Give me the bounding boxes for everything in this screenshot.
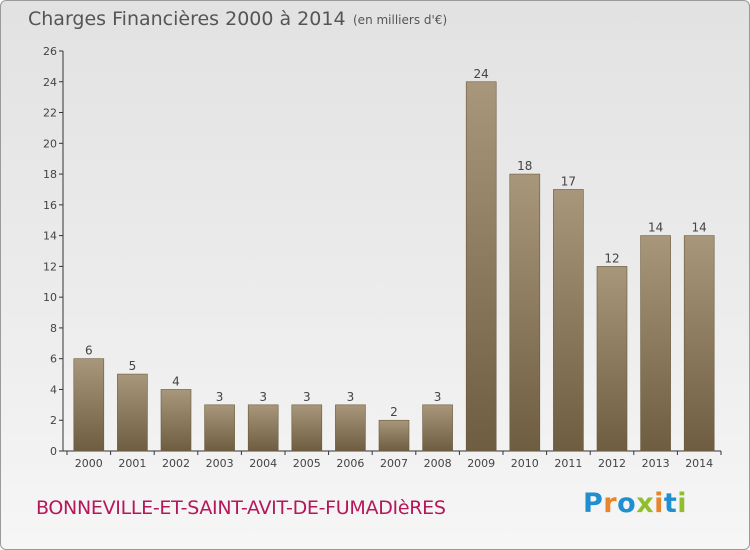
bar-2003 — [204, 404, 235, 452]
bar-value-label: 24 — [474, 67, 489, 81]
y-tick-label: 16 — [43, 199, 57, 212]
bar-value-label: 3 — [216, 390, 224, 404]
y-tick-label: 22 — [43, 107, 57, 120]
bar-2001 — [117, 373, 148, 452]
x-tick-label: 2013 — [642, 457, 670, 470]
bar-2005 — [291, 404, 323, 452]
bar-2014 — [683, 235, 715, 452]
bar-value-label: 3 — [347, 390, 355, 404]
x-tick-label: 2002 — [162, 457, 190, 470]
y-tick-label: 10 — [43, 291, 57, 304]
x-tick-label: 2000 — [75, 457, 103, 470]
bar-2009 — [465, 81, 497, 452]
bar-value-label: 12 — [604, 251, 619, 265]
y-tick-label: 8 — [50, 322, 57, 335]
bar-2010 — [509, 173, 541, 452]
x-tick-label: 2011 — [554, 457, 582, 470]
bar-2012 — [596, 266, 628, 452]
y-tick-label: 4 — [50, 383, 57, 396]
y-tick-label: 6 — [50, 353, 57, 366]
bar-value-label: 14 — [692, 221, 707, 235]
x-tick-label: 2005 — [293, 457, 321, 470]
x-tick-label: 2012 — [598, 457, 626, 470]
bar-value-label: 4 — [172, 374, 180, 388]
bar-value-label: 3 — [259, 390, 267, 404]
y-tick-label: 24 — [43, 76, 57, 89]
logo-letter: i — [677, 488, 688, 519]
bar-value-label: 6 — [85, 344, 93, 358]
bar-value-label: 18 — [517, 159, 532, 173]
x-tick-label: 2007 — [380, 457, 408, 470]
chart-bars — [73, 81, 715, 452]
x-tick-label: 2003 — [206, 457, 234, 470]
y-tick-label: 18 — [43, 168, 57, 181]
bar-value-label: 3 — [303, 390, 311, 404]
logo-letter: t — [663, 488, 678, 519]
bar-2006 — [335, 404, 366, 452]
y-tick-label: 26 — [43, 45, 57, 58]
x-tick-label: 2009 — [467, 457, 495, 470]
bar-2002 — [160, 389, 192, 452]
x-tick-label: 2004 — [249, 457, 277, 470]
bar-2011 — [553, 189, 584, 452]
x-tick-label: 2014 — [685, 457, 713, 470]
y-tick-label: 2 — [50, 414, 57, 427]
chart-data-labels: 6 5 4 3 3 3 3 2 3 24 18 17 12 14 14 — [85, 67, 707, 419]
chart-subtitle: (en milliers d'€) — [353, 13, 448, 27]
logo-letter: x — [636, 488, 655, 519]
logo-letter: P — [583, 488, 604, 519]
bar-value-label: 14 — [648, 221, 663, 235]
bar-2008 — [422, 404, 453, 452]
logo-letter: o — [617, 488, 637, 519]
y-tick-label: 0 — [50, 445, 57, 458]
y-tick-label: 12 — [43, 260, 57, 273]
logo-letter: r — [603, 488, 618, 519]
bar-value-label: 3 — [434, 390, 442, 404]
commune-name: BONNEVILLE-ET-SAINT-AVIT-DE-FUMADIèRES — [36, 497, 446, 519]
bar-value-label: 17 — [561, 174, 576, 188]
x-tick-label: 2010 — [511, 457, 539, 470]
bar-2000 — [73, 358, 105, 452]
y-tick-label: 14 — [43, 230, 57, 243]
bar-value-label: 2 — [390, 405, 398, 419]
x-tick-label: 2001 — [118, 457, 146, 470]
bar-2013 — [640, 235, 671, 452]
x-tick-label: 2006 — [336, 457, 364, 470]
chart-title: Charges Financières 2000 à 2014 — [28, 8, 346, 30]
y-tick-label: 20 — [43, 137, 57, 150]
logo-letter: i — [654, 488, 664, 519]
proxiti-logo: Proxiti — [583, 488, 687, 519]
bar-value-label: 5 — [129, 359, 137, 373]
x-tick-label: 2008 — [424, 457, 452, 470]
bar-2004 — [247, 404, 279, 452]
bar-2007 — [378, 419, 410, 452]
